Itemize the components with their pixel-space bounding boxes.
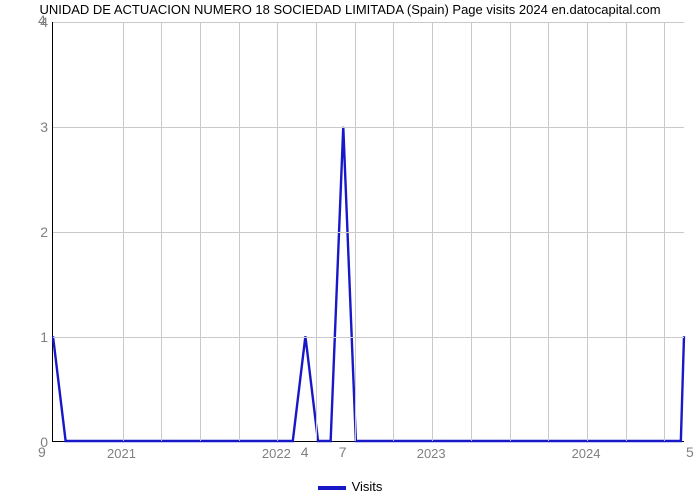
y-tick-label: 3 [18,119,48,135]
gridline-v-minor [471,22,472,441]
gridline-v-minor [510,22,511,441]
x-tick-label: 2022 [262,446,291,461]
chart-title: UNIDAD DE ACTUACION NUMERO 18 SOCIEDAD L… [0,2,700,17]
gridline-h [53,337,684,338]
plot-area [52,22,684,442]
y-tick-label: 2 [18,224,48,240]
gridline-v-minor [548,22,549,441]
x-tick-label: 2021 [107,446,136,461]
visits-line [53,127,684,441]
end-label-bottom-right: 5 [686,444,694,460]
gridline-v-minor [355,22,356,441]
gridline-v-major [277,22,278,441]
gridline-v-major [123,22,124,441]
gridline-v-major [432,22,433,441]
x-tick-label: 2023 [417,446,446,461]
gridline-h [53,22,684,23]
gridline-v-major [587,22,588,441]
gridline-h [53,232,684,233]
legend: Visits [0,479,700,494]
x-tick-label: 2024 [572,446,601,461]
end-label-mid2: 7 [339,444,347,460]
legend-swatch [318,486,346,490]
y-tick-label: 1 [18,329,48,345]
gridline-h [53,127,684,128]
gridline-v-minor [393,22,394,441]
gridline-v-minor [200,22,201,441]
gridline-v-minor [161,22,162,441]
gridline-v-minor [239,22,240,441]
legend-label: Visits [352,479,383,494]
end-label-mid1: 4 [301,444,309,460]
gridline-v-minor [664,22,665,441]
gridline-v-minor [316,22,317,441]
gridline-v-minor [626,22,627,441]
end-label-top-left: 4 [38,12,46,28]
end-label-bottom-left: 9 [38,444,46,460]
